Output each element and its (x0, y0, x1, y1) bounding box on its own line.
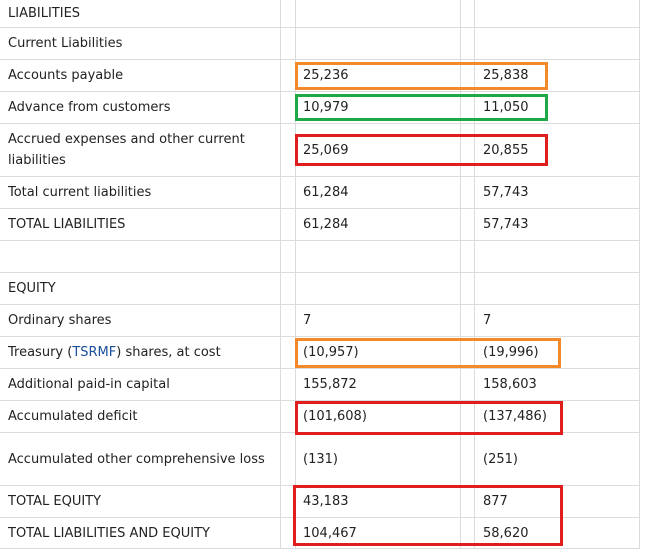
value-current: 61,284 (303, 185, 349, 200)
value-prior: (19,996) (483, 345, 539, 360)
row-label: Advance from customers (8, 100, 171, 115)
table-row: Ordinary shares 7 7 (0, 305, 640, 337)
label-prefix: Treasury ( (8, 345, 73, 360)
row-label: Additional paid-in capital (8, 377, 170, 392)
value-prior: 11,050 (483, 100, 529, 115)
table-row: TOTAL EQUITY 43,183 877 (0, 486, 640, 518)
highlight-box-orange (295, 338, 561, 368)
row-label: Current Liabilities (8, 36, 123, 51)
table-row: LIABILITIES (0, 0, 640, 28)
table-row: Additional paid-in capital 155,872 158,6… (0, 369, 640, 401)
value-current: (131) (303, 451, 338, 467)
row-label: Accounts payable (8, 68, 124, 83)
row-label: Ordinary shares (8, 313, 112, 328)
row-label: Accumulated other comprehensive loss (8, 451, 265, 467)
value-current: 7 (303, 313, 312, 328)
value-current: 43,183 (303, 494, 349, 509)
table-row-spacer (0, 241, 640, 273)
grid-line (474, 0, 475, 549)
row-label: Accrued expenses and other current liabi… (8, 132, 245, 168)
value-prior: 57,743 (483, 217, 529, 232)
table-row: Accrued expenses and other current liabi… (0, 124, 640, 177)
value-prior: 25,838 (483, 68, 529, 83)
highlight-box-green (295, 94, 548, 121)
row-label: TOTAL LIABILITIES AND EQUITY (8, 525, 210, 541)
value-prior: 58,620 (483, 525, 529, 541)
highlight-box-orange (295, 62, 548, 90)
table-row: Total current liabilities 61,284 57,743 (0, 177, 640, 209)
row-label: LIABILITIES (8, 6, 81, 21)
table-row: Accumulated other comprehensive loss (13… (0, 433, 640, 486)
table-row: Treasury (TSRMF) shares, at cost (10,957… (0, 337, 640, 369)
row-label (8, 241, 280, 272)
row-label: Accumulated deficit (8, 409, 138, 424)
value-current: 10,979 (303, 100, 349, 115)
value-current: 25,236 (303, 68, 349, 83)
value-current: 155,872 (303, 377, 357, 392)
table-row: Advance from customers 10,979 11,050 (0, 92, 640, 124)
ticker-link[interactable]: TSRMF (72, 345, 117, 360)
grid-line (280, 0, 281, 549)
table-row: EQUITY (0, 273, 640, 305)
highlight-box-red (293, 485, 563, 546)
table-row: Accounts payable 25,236 25,838 (0, 60, 640, 92)
grid-line (639, 0, 640, 549)
value-prior: 20,855 (483, 142, 529, 158)
highlight-box-red (295, 134, 548, 166)
value-prior: 57,743 (483, 185, 529, 200)
table-row: TOTAL LIABILITIES 61,284 57,743 (0, 209, 640, 241)
value-current: 61,284 (303, 217, 349, 232)
grid-line (460, 0, 461, 549)
row-label: Treasury (TSRMF) shares, at cost (8, 337, 280, 368)
value-current: (10,957) (303, 345, 359, 360)
value-prior: (251) (483, 451, 518, 467)
row-label: TOTAL EQUITY (8, 494, 102, 509)
value-prior: (137,486) (483, 409, 547, 424)
row-label: EQUITY (8, 281, 56, 296)
value-current: 104,467 (303, 525, 357, 541)
grid-line (295, 0, 296, 549)
row-label: TOTAL LIABILITIES (8, 217, 126, 232)
value-current: 25,069 (303, 142, 349, 158)
row-label: Total current liabilities (8, 185, 152, 200)
highlight-box-red (295, 401, 563, 435)
label-suffix: ) shares, at cost (116, 345, 221, 360)
value-prior: 7 (483, 313, 492, 328)
value-prior: 877 (483, 494, 508, 509)
value-current: (101,608) (303, 409, 367, 424)
value-prior: 158,603 (483, 377, 537, 392)
table-row: Current Liabilities (0, 28, 640, 60)
